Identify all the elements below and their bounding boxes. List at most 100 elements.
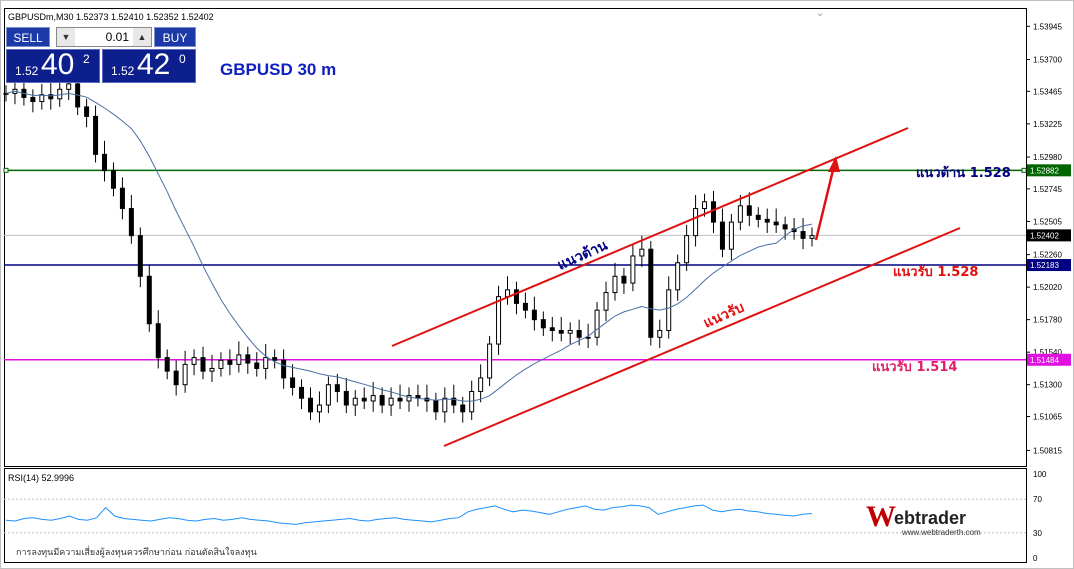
chart-shift-icon[interactable]: ⌄ <box>816 8 824 19</box>
candle-body[interactable] <box>612 275 618 294</box>
lot-size-field[interactable]: ▼ 0.01 ▲ <box>56 27 152 47</box>
candle-body[interactable] <box>48 94 54 100</box>
candle-body[interactable] <box>290 377 296 388</box>
candle-body[interactable] <box>585 336 591 339</box>
candle-body[interactable] <box>334 384 340 392</box>
candle-body[interactable] <box>379 395 385 406</box>
candle-body[interactable] <box>236 354 242 365</box>
candle-body[interactable] <box>325 384 331 406</box>
channel-upper-line[interactable] <box>391 127 909 347</box>
resistance-handle-right[interactable] <box>1021 167 1027 173</box>
candle-body[interactable] <box>227 359 233 365</box>
candle-body[interactable] <box>245 354 251 364</box>
candle-body[interactable] <box>773 221 779 226</box>
candle-body[interactable] <box>352 397 358 406</box>
candle-body[interactable] <box>146 275 152 325</box>
candle-body[interactable] <box>540 319 546 329</box>
lot-size-value[interactable]: 0.01 <box>105 30 129 44</box>
candle-body[interactable] <box>684 235 690 264</box>
rsi-line[interactable] <box>5 504 813 525</box>
candle-body[interactable] <box>675 262 681 291</box>
candle-body[interactable] <box>567 329 573 334</box>
candle-body[interactable] <box>254 362 260 369</box>
candle-body[interactable] <box>710 201 716 223</box>
candle-body[interactable] <box>57 88 63 100</box>
candle-body[interactable] <box>478 377 484 392</box>
candle-body[interactable] <box>764 218 770 223</box>
candle-body[interactable] <box>119 187 125 210</box>
candle-body[interactable] <box>576 329 582 338</box>
candle-body[interactable] <box>702 201 708 210</box>
candle-body[interactable] <box>513 289 519 304</box>
candle-body[interactable] <box>693 208 699 237</box>
sell-button[interactable]: SELL <box>6 27 50 47</box>
candle-body[interactable] <box>110 170 116 189</box>
candle-body[interactable] <box>361 397 367 402</box>
candle-body[interactable] <box>800 231 806 239</box>
candle-body[interactable] <box>397 397 403 402</box>
resistance-price-tag <box>1027 164 1071 177</box>
candle-body[interactable] <box>549 327 555 331</box>
candle-body[interactable] <box>370 395 376 402</box>
candle-body[interactable] <box>746 205 752 216</box>
candle-body[interactable] <box>93 115 99 155</box>
candle-body[interactable] <box>666 289 672 331</box>
candle-body[interactable] <box>209 367 215 372</box>
candle-body[interactable] <box>719 221 725 250</box>
candle-body[interactable] <box>66 83 72 90</box>
candle-body[interactable] <box>755 214 761 220</box>
candle-body[interactable] <box>200 357 206 372</box>
candle-body[interactable] <box>531 309 537 321</box>
candle-body[interactable] <box>657 329 663 338</box>
candle-body[interactable] <box>737 205 743 223</box>
candle-body[interactable] <box>281 359 287 379</box>
candle-body[interactable] <box>30 96 36 102</box>
candle-body[interactable] <box>487 343 493 379</box>
candle-body[interactable] <box>128 208 134 237</box>
candle-body[interactable] <box>299 386 305 399</box>
candle-body[interactable] <box>164 357 170 372</box>
candle-body[interactable] <box>603 292 609 311</box>
candle-body[interactable] <box>272 357 278 361</box>
candle-body[interactable] <box>218 359 224 369</box>
candle-body[interactable] <box>307 397 313 413</box>
candle-body[interactable] <box>191 357 197 365</box>
lot-decrease-icon[interactable]: ▼ <box>57 28 75 46</box>
candle-body[interactable] <box>809 235 815 239</box>
candle-body[interactable] <box>137 235 143 277</box>
candle-body[interactable] <box>102 153 108 172</box>
resistance-handle-left[interactable] <box>3 167 9 173</box>
price-tick-label: 1.50815 <box>1033 446 1062 455</box>
candle-body[interactable] <box>460 404 466 413</box>
candle-body[interactable] <box>316 404 322 413</box>
candle-body[interactable] <box>728 221 734 250</box>
candle-body[interactable] <box>433 400 439 413</box>
candle-body[interactable] <box>182 363 188 386</box>
candle-body[interactable] <box>173 370 179 386</box>
candle-body[interactable] <box>639 248 645 257</box>
candle-body[interactable] <box>388 397 394 406</box>
candle-body[interactable] <box>630 255 636 284</box>
candle-body[interactable] <box>451 397 457 406</box>
candle-body[interactable] <box>648 248 654 338</box>
candle-body[interactable] <box>442 397 448 413</box>
channel-lower-line[interactable] <box>443 227 961 447</box>
candle-body[interactable] <box>621 275 627 284</box>
candle-body[interactable] <box>343 390 349 406</box>
buy-button[interactable]: BUY <box>154 27 196 47</box>
candle-body[interactable] <box>406 395 412 402</box>
candle-body[interactable] <box>155 323 161 359</box>
buy-price-box[interactable]: 1.52 42 0 <box>102 48 196 83</box>
candle-body[interactable] <box>594 309 600 338</box>
candle-body[interactable] <box>39 94 45 102</box>
sell-price-box[interactable]: 1.52 40 2 <box>6 48 100 83</box>
candle-body[interactable] <box>84 106 90 117</box>
candle-body[interactable] <box>263 357 269 369</box>
candle-body[interactable] <box>782 224 788 230</box>
candle-body[interactable] <box>496 296 502 345</box>
candle-body[interactable] <box>469 390 475 413</box>
candle-body[interactable] <box>522 302 528 311</box>
candle-body[interactable] <box>558 329 564 334</box>
lot-increase-icon[interactable]: ▲ <box>133 28 151 46</box>
